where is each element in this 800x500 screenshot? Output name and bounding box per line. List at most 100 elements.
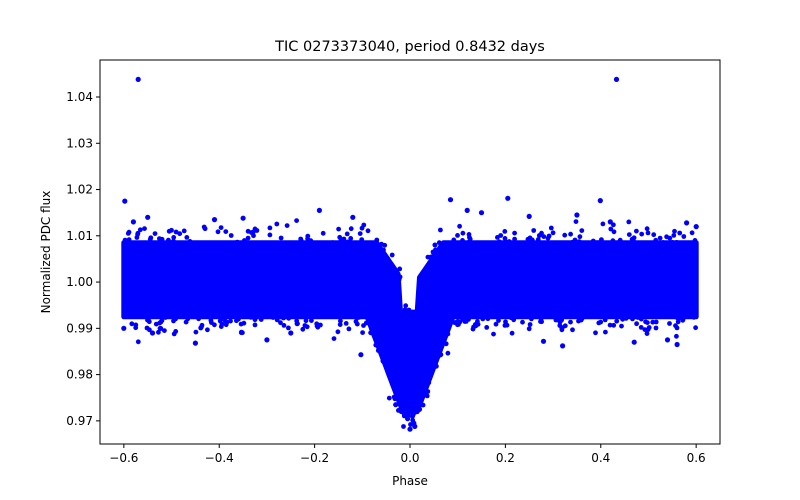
data-point xyxy=(576,239,582,245)
data-point xyxy=(125,248,131,254)
data-point-outlier xyxy=(409,413,415,419)
data-point xyxy=(272,243,278,249)
data-point xyxy=(323,245,329,251)
data-point xyxy=(658,306,664,312)
data-point xyxy=(620,281,626,287)
data-point xyxy=(417,388,423,394)
data-point xyxy=(563,305,569,310)
data-point xyxy=(256,286,262,292)
data-point xyxy=(422,392,427,397)
data-point xyxy=(512,230,517,236)
data-point xyxy=(518,276,524,282)
data-point xyxy=(267,225,273,231)
data-point xyxy=(223,229,229,235)
data-point xyxy=(600,221,606,227)
data-point xyxy=(193,329,199,335)
data-point xyxy=(460,287,465,293)
y-tick-label: 0.98 xyxy=(66,368,93,382)
data-point xyxy=(448,257,453,262)
data-point xyxy=(460,238,465,243)
data-point-outlier xyxy=(613,76,620,82)
data-point xyxy=(580,290,586,295)
data-point xyxy=(324,279,330,285)
data-point xyxy=(580,312,585,318)
data-point xyxy=(153,321,159,327)
data-point xyxy=(664,234,669,240)
data-point xyxy=(228,233,234,238)
data-point xyxy=(527,267,533,273)
data-point xyxy=(284,223,290,229)
data-point-outlier xyxy=(397,398,404,404)
data-point xyxy=(275,279,280,285)
data-point xyxy=(362,283,368,289)
data-point xyxy=(665,251,670,257)
data-point xyxy=(618,268,623,274)
data-point xyxy=(584,275,590,281)
data-point xyxy=(231,242,236,248)
data-point xyxy=(496,318,501,323)
data-point xyxy=(642,258,648,264)
data-point xyxy=(285,303,291,309)
data-point xyxy=(631,235,637,241)
data-point xyxy=(432,348,438,354)
data-point xyxy=(677,261,683,267)
data-point xyxy=(259,248,265,254)
data-point xyxy=(371,304,377,310)
data-point xyxy=(673,323,678,329)
data-point xyxy=(641,250,647,255)
data-point xyxy=(384,279,390,285)
data-point xyxy=(428,296,434,302)
data-point xyxy=(364,307,370,312)
data-point xyxy=(339,303,345,309)
data-point xyxy=(391,321,396,327)
data-point xyxy=(520,300,526,305)
data-point xyxy=(434,247,439,253)
data-point xyxy=(538,301,544,307)
data-point xyxy=(403,361,409,366)
data-point xyxy=(472,242,478,248)
data-point xyxy=(417,276,423,282)
data-point xyxy=(574,314,580,319)
data-point xyxy=(203,254,209,260)
data-point xyxy=(614,244,619,250)
data-point xyxy=(589,311,595,317)
data-point xyxy=(566,245,572,251)
data-point xyxy=(374,289,380,295)
data-point xyxy=(385,256,391,262)
data-point xyxy=(423,383,429,389)
data-point xyxy=(388,364,393,370)
data-point xyxy=(195,250,201,255)
data-point xyxy=(279,307,285,312)
data-point xyxy=(480,279,486,284)
data-point xyxy=(598,295,604,301)
data-point xyxy=(526,326,532,332)
data-point xyxy=(382,242,388,248)
data-point xyxy=(470,285,475,290)
data-point xyxy=(164,254,170,260)
data-point xyxy=(278,320,283,326)
data-point xyxy=(156,329,161,335)
data-point xyxy=(214,311,220,317)
data-point xyxy=(515,245,521,251)
data-point xyxy=(538,280,544,286)
y-tick-label: 1.04 xyxy=(66,90,93,104)
data-point xyxy=(282,267,287,273)
data-point xyxy=(401,368,407,374)
data-point xyxy=(157,292,162,298)
data-point xyxy=(158,319,164,325)
data-point xyxy=(677,230,683,236)
data-point xyxy=(208,318,214,323)
data-point xyxy=(337,234,343,240)
data-point xyxy=(287,309,292,315)
data-point-outlier xyxy=(478,210,485,216)
data-point xyxy=(383,353,388,358)
data-point xyxy=(365,260,370,266)
data-point xyxy=(667,284,673,289)
data-point xyxy=(202,226,208,232)
y-tick-label: 1.01 xyxy=(66,229,93,243)
data-point xyxy=(596,320,602,326)
data-point xyxy=(573,243,578,249)
data-point xyxy=(281,315,286,321)
data-point xyxy=(281,260,287,266)
data-point xyxy=(124,309,130,315)
